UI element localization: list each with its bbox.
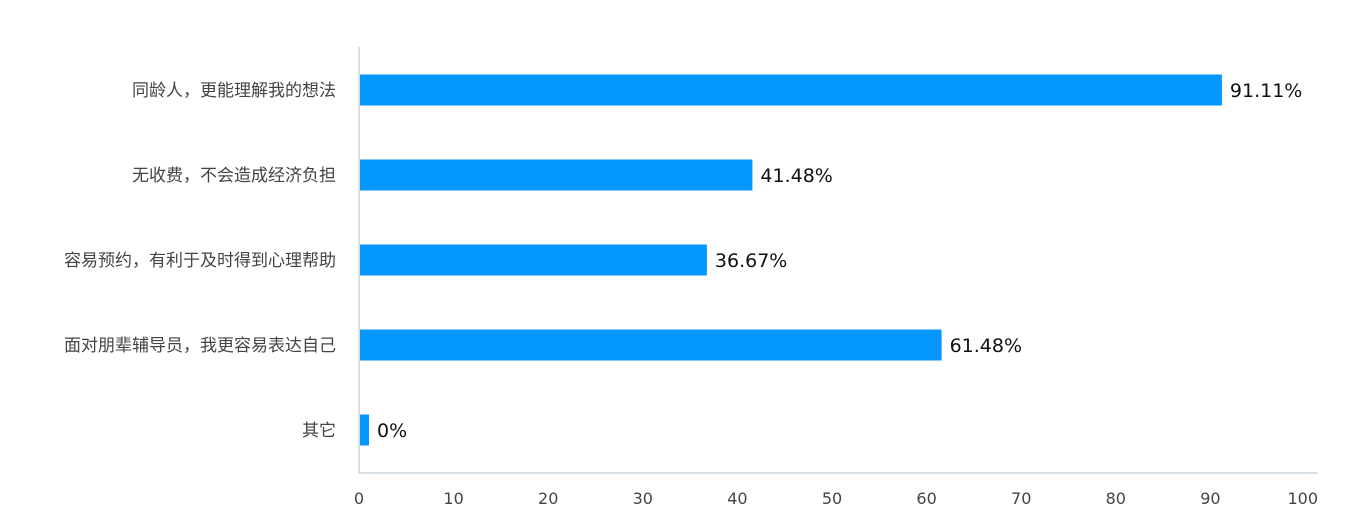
bar-5 [360, 414, 369, 446]
category-label-5: 其它 [302, 421, 336, 441]
x-tick-label-100: 100 [1287, 489, 1318, 508]
bar-1 [360, 74, 1222, 106]
x-tick-label-90: 90 [1200, 489, 1220, 508]
x-tick-label-0: 0 [354, 489, 364, 508]
x-tick-label-10: 10 [443, 489, 463, 508]
bars-group [360, 74, 1222, 446]
category-label-1: 同龄人，更能理解我的想法 [132, 81, 336, 101]
bar-3 [360, 244, 707, 276]
value-label-2: 41.48% [760, 165, 832, 187]
value-label-1: 91.11% [1230, 80, 1302, 102]
x-tick-label-70: 70 [1011, 489, 1031, 508]
value-labels-group: 91.11% 41.48% 36.67% 61.48% 0% [377, 80, 1302, 442]
x-tick-label-30: 30 [633, 489, 653, 508]
x-tick-label-60: 60 [916, 489, 936, 508]
bar-2 [360, 159, 753, 191]
category-label-4: 面对朋辈辅导员，我更容易表达自己 [64, 336, 336, 356]
x-tick-label-40: 40 [727, 489, 747, 508]
x-tick-labels-group: 0 10 20 30 40 50 60 70 80 90 100 [354, 489, 1318, 508]
category-label-2: 无收费，不会造成经济负担 [132, 166, 336, 186]
bar-4 [360, 329, 942, 361]
x-tick-label-20: 20 [538, 489, 558, 508]
x-tick-label-50: 50 [822, 489, 842, 508]
category-labels-group: 同龄人，更能理解我的想法无收费，不会造成经济负担容易预约，有利于及时得到心理帮助… [64, 81, 336, 441]
value-label-3: 36.67% [715, 250, 787, 272]
x-tick-label-80: 80 [1106, 489, 1126, 508]
category-label-3: 容易预约，有利于及时得到心理帮助 [64, 251, 336, 271]
value-label-5: 0% [377, 420, 407, 442]
value-label-4: 61.48% [950, 335, 1022, 357]
